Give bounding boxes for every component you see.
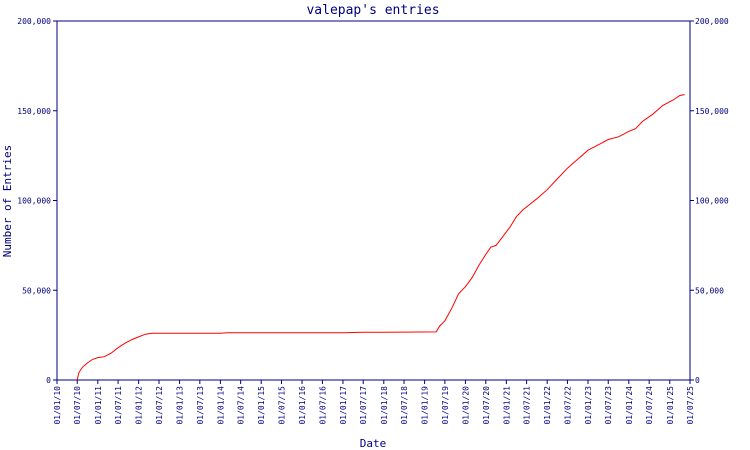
y-axis-title: Number of Entries (1, 145, 14, 258)
x-tick-label: 01/07/20 (482, 386, 491, 425)
x-tick-label: 01/01/13 (176, 386, 185, 425)
x-tick-label: 01/01/16 (298, 386, 307, 425)
plot-area (76, 94, 685, 381)
x-tick-label: 01/07/19 (441, 386, 450, 425)
x-tick-label: 01/01/24 (625, 386, 634, 425)
x-axis-title: Date (360, 437, 387, 450)
y-tick-label-left: 50,000 (22, 286, 51, 295)
plot-frame (56, 20, 691, 381)
x-axis-ticks: 01/01/10 01/07/10 01/01/11 01/07/11 01/01/12… (53, 380, 695, 425)
x-tick-label: 01/01/11 (94, 386, 103, 425)
chart-title: valepap's entries (306, 3, 439, 18)
y-tick-label-right: 150,000 (695, 107, 729, 116)
x-tick-label: 01/07/24 (645, 386, 654, 425)
y-tick-label-left: 100,000 (17, 197, 51, 206)
x-tick-label: 01/01/25 (666, 386, 675, 425)
x-tick-label: 01/07/18 (400, 386, 409, 425)
y-axis-left-ticks: 0 50,000 100,000 150,000 200,000 (17, 17, 57, 385)
y-tick-label-right: 200,000 (695, 17, 729, 26)
x-tick-label: 01/07/14 (237, 386, 246, 425)
x-tick-label: 01/07/10 (73, 386, 82, 425)
x-tick-label: 01/01/17 (339, 386, 348, 425)
series-line (76, 94, 685, 381)
x-tick-label: 01/07/15 (277, 386, 286, 425)
x-tick-label: 01/01/22 (543, 386, 552, 425)
x-tick-label: 01/01/20 (461, 386, 470, 425)
x-tick-label: 01/01/18 (380, 386, 389, 425)
x-tick-label: 01/01/21 (502, 386, 511, 425)
x-tick-label: 01/07/12 (155, 386, 164, 425)
y-axis-right-ticks: 0 50,000 100,000 150,000 200,000 (690, 17, 729, 385)
x-tick-label: 01/07/11 (114, 386, 123, 425)
x-tick-label: 01/07/17 (359, 386, 368, 425)
x-tick-label: 01/07/13 (196, 386, 205, 425)
axes (56, 20, 691, 381)
x-tick-label: 01/07/25 (686, 386, 695, 425)
x-tick-label: 01/07/22 (563, 386, 572, 425)
x-tick-label: 01/07/23 (604, 386, 613, 425)
x-tick-label: 01/01/10 (53, 386, 62, 425)
x-tick-label: 01/01/23 (584, 386, 593, 425)
x-tick-label: 01/07/16 (318, 386, 327, 425)
x-tick-label: 01/01/14 (216, 386, 225, 425)
y-tick-label-left: 0 (46, 376, 51, 385)
x-tick-label: 01/01/19 (421, 386, 430, 425)
y-tick-label-right: 100,000 (695, 197, 729, 206)
y-tick-label-right: 50,000 (695, 286, 724, 295)
y-tick-label-right: 0 (695, 376, 700, 385)
y-tick-label-left: 200,000 (17, 17, 51, 26)
x-tick-label: 01/07/21 (523, 386, 532, 425)
x-tick-label: 01/01/12 (135, 386, 144, 425)
y-tick-label-left: 150,000 (17, 107, 51, 116)
x-tick-label: 01/01/15 (257, 386, 266, 425)
